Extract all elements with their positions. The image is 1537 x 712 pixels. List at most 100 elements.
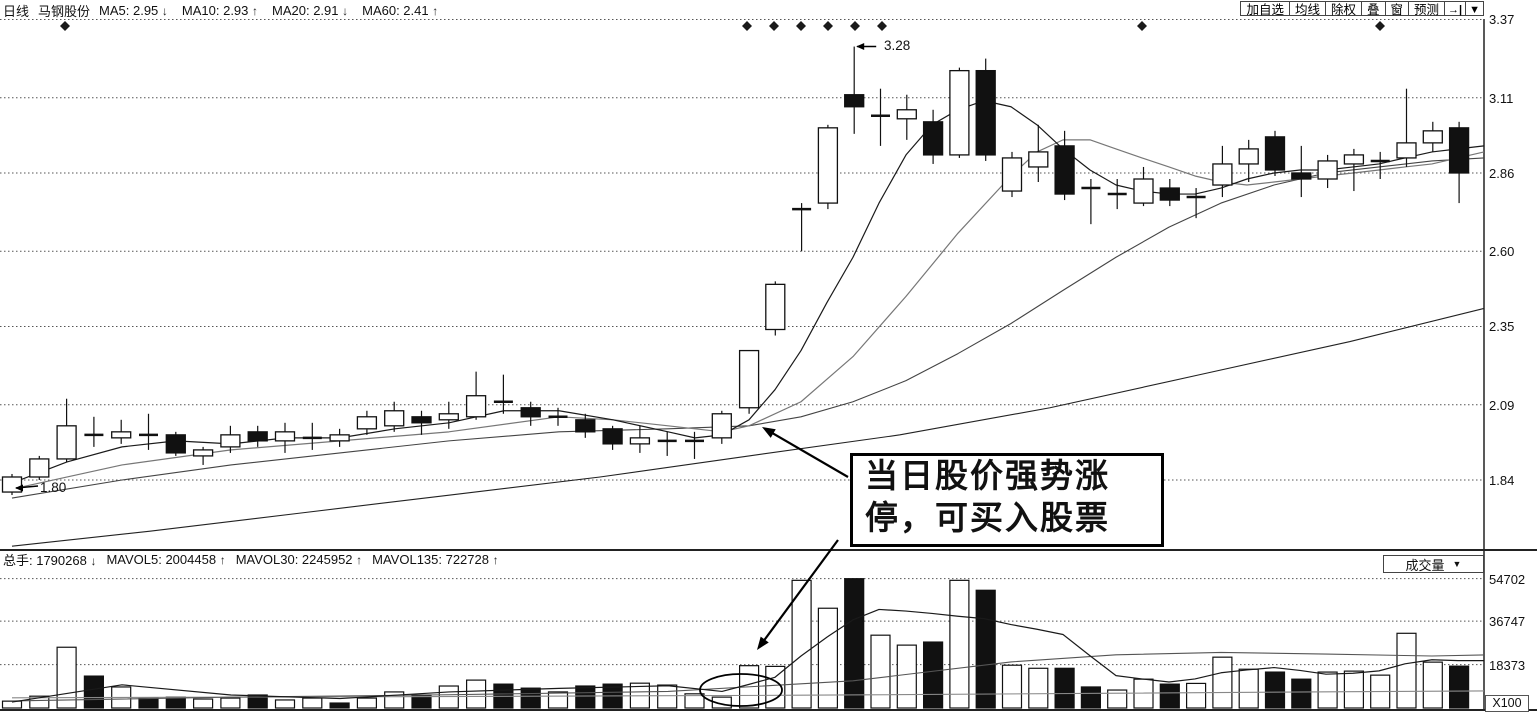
volume-bar: [29, 695, 50, 709]
volume-unit-label: X100: [1485, 695, 1529, 712]
event-diamond-marker: [1375, 21, 1385, 31]
bullish-candle: [1, 476, 23, 493]
price-tick-label: 3.37: [1489, 12, 1515, 28]
arrow-up-icon: ↑: [356, 553, 363, 567]
volume-bar: [1291, 678, 1312, 709]
event-diamond-marker: [877, 21, 887, 31]
arrow-up-icon: ↑: [252, 3, 259, 18]
toolbar-button-5[interactable]: 窗: [1385, 1, 1410, 17]
volume-bar: [1028, 667, 1049, 709]
arrow-up-icon: ↑: [432, 3, 439, 18]
bearish-candle: [844, 94, 865, 108]
bullish-candle: [438, 413, 459, 421]
event-diamond-marker: [1137, 21, 1147, 31]
bearish-candle: [165, 434, 186, 454]
volume-bar: [165, 696, 186, 709]
indicator-header: 日线 马钢股份 MA5: 2.95 ↓ MA10: 2.93 ↑ MA20: 2.9…: [3, 2, 439, 19]
volume-bar: [1159, 683, 1180, 709]
volume-bar: [870, 634, 891, 709]
bearish-candle: [520, 407, 541, 418]
mavol30-line: [11, 651, 1485, 702]
volume-indicator-selector[interactable]: 成交量 ▼: [1383, 555, 1484, 573]
bearish-candle: [247, 431, 268, 442]
ma-indicator: MA10: 2.93 ↑: [181, 2, 259, 18]
volume-bar: [1080, 686, 1102, 709]
chevron-down-icon: ▼: [1452, 559, 1462, 569]
bullish-candle: [1317, 160, 1338, 180]
volume-bar: [83, 675, 105, 709]
volume-bar: [329, 702, 350, 709]
bullish-candle: [465, 395, 487, 418]
toolbar: 加自选 均线 除权叠窗预测 →| ▼: [1240, 1, 1484, 17]
price-tick-label: 2.09: [1489, 397, 1515, 413]
event-diamond-marker: [796, 21, 806, 31]
volume-bar: [138, 697, 159, 709]
toolbar-button-3[interactable]: 除权: [1325, 1, 1362, 17]
bullish-candle: [1001, 157, 1023, 192]
bullish-candle: [274, 431, 296, 442]
bearish-candle: [602, 428, 623, 445]
bearish-candle: [411, 416, 432, 424]
bullish-candle: [817, 127, 839, 204]
bullish-candle: [111, 431, 132, 439]
event-diamond-marker: [823, 21, 833, 31]
bearish-candle: [1448, 127, 1470, 174]
bullish-candle: [384, 410, 405, 427]
volume-bar: [193, 698, 214, 709]
arrow-to-limit-up-candle: [769, 430, 849, 478]
price-tick-label: 3.11: [1489, 90, 1514, 106]
bullish-candle: [1396, 142, 1417, 159]
bullish-candle: [356, 416, 378, 430]
volume-bar: [817, 607, 839, 709]
volume-highlight-ellipse: [699, 673, 783, 707]
volume-tick-label: 18373: [1489, 657, 1526, 673]
bullish-candle: [1343, 154, 1365, 165]
volume-bar: [1185, 682, 1207, 709]
bullish-candle: [949, 69, 970, 156]
ma-indicator: MA20: 2.91 ↓: [272, 2, 349, 18]
bullish-candle: [56, 425, 77, 460]
bearish-candle: [1291, 172, 1312, 180]
volume-indicator: MAVOL5: 2004458 ↑: [106, 552, 226, 567]
volume-bar: [1422, 661, 1443, 709]
price-tick-label: 2.60: [1489, 244, 1515, 260]
volume-bar: [922, 641, 944, 709]
volume-bar: [1212, 656, 1233, 709]
toolbar-button-4[interactable]: 叠: [1361, 1, 1386, 17]
volume-bar: [684, 693, 705, 709]
volume-bar: [1343, 670, 1365, 709]
bullish-candle: [329, 434, 350, 442]
volume-bar: [711, 696, 732, 709]
volume-bar: [220, 697, 241, 709]
volume-bar: [765, 665, 786, 709]
annotation-line-2: 停，可买入股票: [865, 501, 1110, 537]
volume-indicator: MAVOL135: 722728 ↑: [372, 552, 499, 567]
volume-bar: [1054, 667, 1075, 709]
volume-bar: [575, 685, 596, 709]
bullish-candle: [1212, 163, 1233, 186]
event-diamond-marker: [850, 21, 860, 31]
bullish-candle: [29, 458, 50, 478]
stock-name[interactable]: 马钢股份: [38, 3, 91, 19]
price-high-tag: 3.28: [884, 38, 911, 53]
collapse-icon[interactable]: ▼: [1466, 1, 1484, 16]
volume-bar: [1238, 668, 1259, 709]
arrow-to-volume-bars: [761, 539, 839, 644]
volume-bar: [274, 699, 296, 709]
toolbar-button-1[interactable]: 加自选: [1240, 1, 1290, 17]
volume-bar: [949, 579, 970, 709]
price-low-tag: 1.80: [40, 480, 67, 495]
arrow-up-icon: ↑: [492, 553, 499, 567]
high-tag-arrow-icon: [856, 43, 865, 51]
arrow-down-icon: ↓: [342, 3, 349, 18]
toolbar-button-2[interactable]: 均线: [1289, 1, 1326, 17]
price-tick-label: 1.84: [1489, 473, 1515, 488]
mavol5-line: [11, 608, 1484, 703]
bearish-candle: [1264, 136, 1286, 171]
period-label[interactable]: 日线: [3, 3, 30, 19]
jump-to-end-icon[interactable]: →|: [1445, 1, 1467, 16]
bullish-candle: [629, 437, 651, 445]
volume-bar: [520, 687, 541, 709]
toolbar-button-6[interactable]: 预测: [1409, 1, 1446, 17]
